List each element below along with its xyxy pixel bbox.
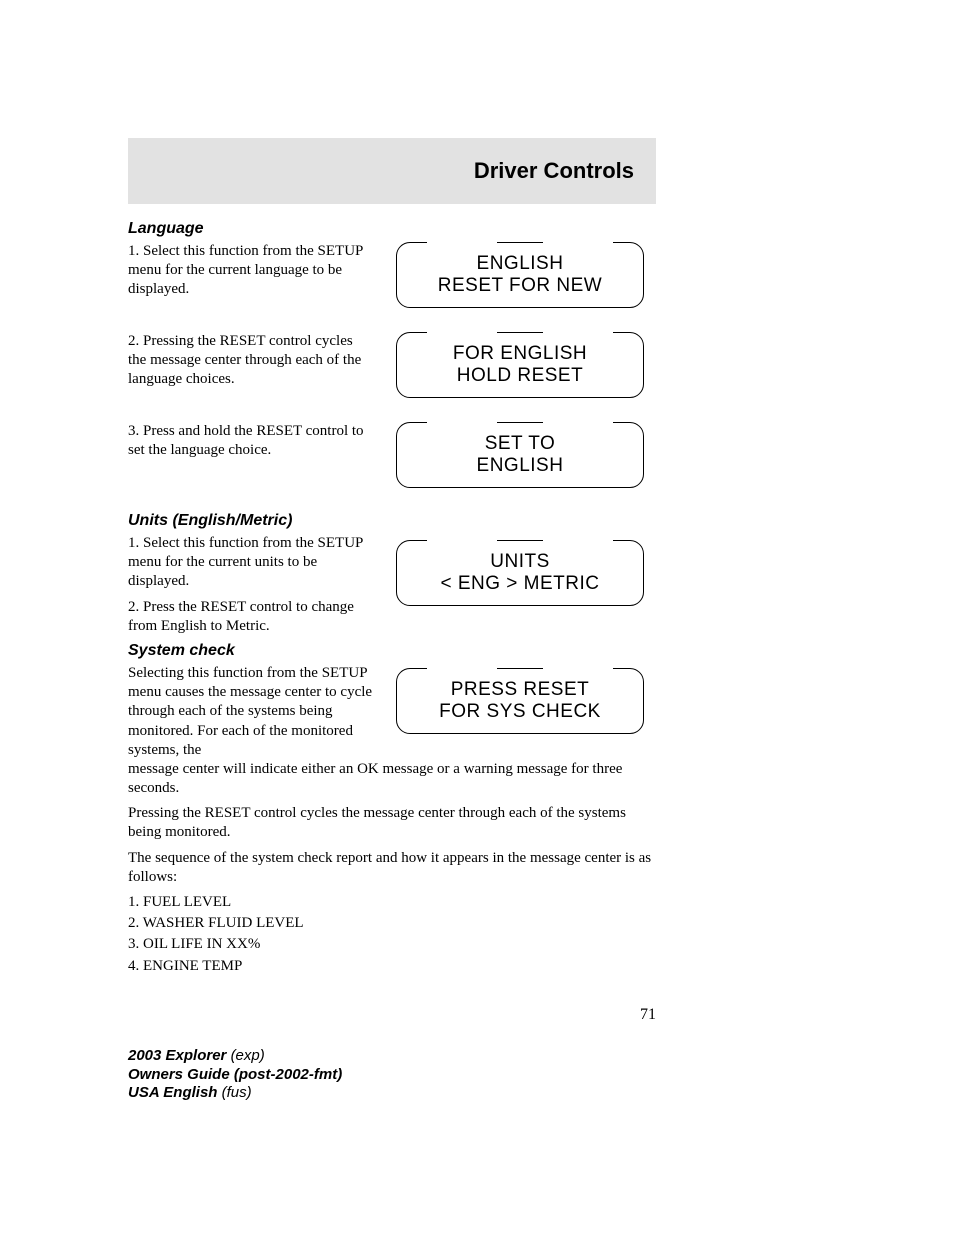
page-footer: 2003 Explorer (exp) Owners Guide (post-2…	[128, 1047, 342, 1103]
display-line: < ENG > METRIC	[440, 573, 599, 595]
section-header-title: Driver Controls	[474, 158, 634, 184]
display-language-2: FOR ENGLISH HOLD RESET	[396, 332, 644, 398]
display-language-3: SET TO ENGLISH	[396, 422, 644, 488]
page-content: Language 1. Select this function from th…	[128, 220, 656, 1024]
display-line: UNITS	[490, 551, 550, 573]
units-row: 1. Select this function from the SETUP m…	[128, 534, 656, 636]
language-step-1-text: 1. Select this function from the SETUP m…	[128, 242, 384, 300]
units-step-2-text: 2. Press the RESET control to change fro…	[128, 598, 374, 636]
section-header-bar: Driver Controls	[128, 138, 656, 204]
syscheck-para1-cont: message center will indicate either an O…	[128, 760, 656, 798]
syscheck-seq-1: 1. FUEL LEVEL	[128, 893, 656, 912]
footer-line-2: Owners Guide (post-2002-fmt)	[128, 1066, 342, 1085]
language-step-3-text: 3. Press and hold the RESET control to s…	[128, 422, 384, 460]
heading-language: Language	[128, 220, 656, 238]
display-line: FOR ENGLISH	[453, 343, 587, 365]
display-line: ENGLISH	[477, 455, 564, 477]
footer-line-3: USA English (fus)	[128, 1084, 342, 1103]
page-number: 71	[128, 1006, 656, 1024]
syscheck-row: Selecting this function from the SETUP m…	[128, 664, 656, 760]
heading-syscheck: System check	[128, 642, 656, 660]
syscheck-para3: The sequence of the system check report …	[128, 849, 656, 887]
syscheck-seq-2: 2. WASHER FLUID LEVEL	[128, 914, 656, 933]
language-step-1-row: 1. Select this function from the SETUP m…	[128, 242, 656, 308]
language-step-2-text: 2. Pressing the RESET control cycles the…	[128, 332, 384, 390]
language-step-2-row: 2. Pressing the RESET control cycles the…	[128, 332, 656, 398]
display-line: PRESS RESET	[451, 679, 590, 701]
syscheck-seq-4: 4. ENGINE TEMP	[128, 957, 656, 976]
language-step-3-row: 3. Press and hold the RESET control to s…	[128, 422, 656, 488]
heading-units: Units (English/Metric)	[128, 512, 656, 530]
footer-line-1: 2003 Explorer (exp)	[128, 1047, 342, 1066]
display-line: ENGLISH	[477, 253, 564, 275]
units-step-1-text: 1. Select this function from the SETUP m…	[128, 534, 374, 592]
display-line: RESET FOR NEW	[438, 275, 603, 297]
display-line: SET TO	[485, 433, 556, 455]
display-line: HOLD RESET	[457, 365, 583, 387]
display-language-1: ENGLISH RESET FOR NEW	[396, 242, 644, 308]
syscheck-para1-left: Selecting this function from the SETUP m…	[128, 664, 384, 760]
syscheck-para2: Pressing the RESET control cycles the me…	[128, 804, 656, 842]
display-line: FOR SYS CHECK	[439, 701, 601, 723]
syscheck-seq-3: 3. OIL LIFE IN XX%	[128, 935, 656, 954]
display-units: UNITS < ENG > METRIC	[396, 540, 644, 606]
display-syscheck: PRESS RESET FOR SYS CHECK	[396, 668, 644, 734]
